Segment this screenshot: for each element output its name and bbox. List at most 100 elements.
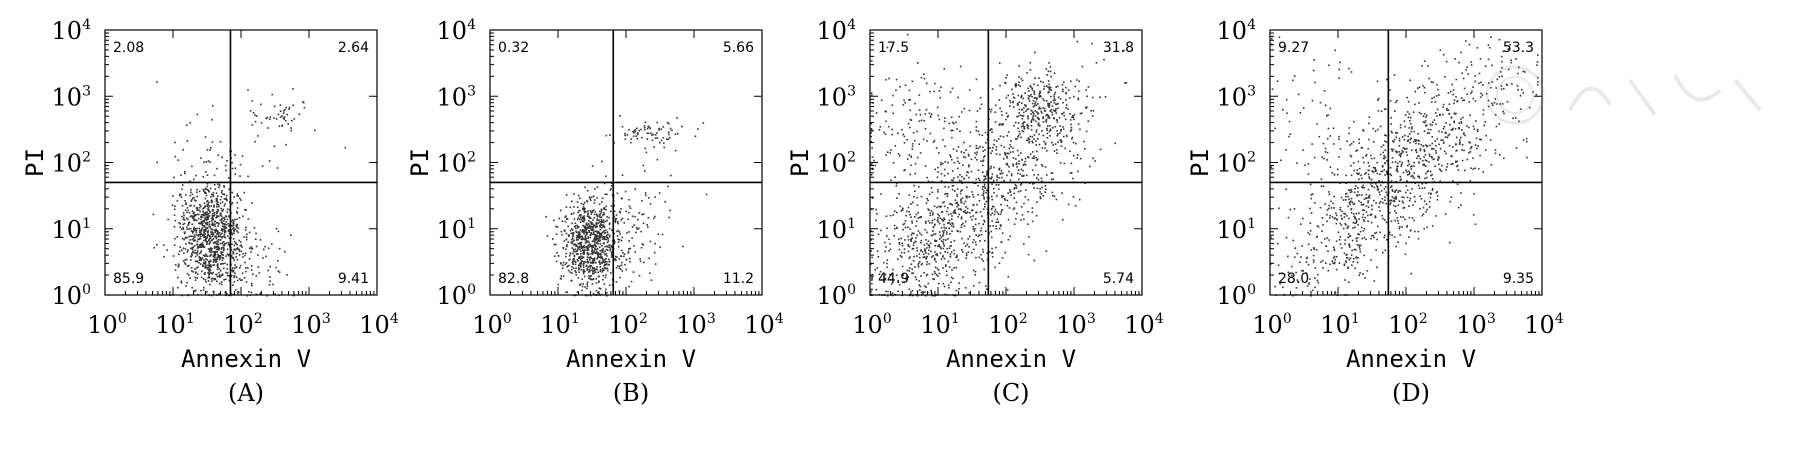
data-point — [895, 274, 898, 276]
data-point — [574, 270, 576, 272]
data-point — [1013, 197, 1015, 199]
data-point — [663, 142, 665, 145]
data-point — [608, 244, 611, 247]
data-point — [239, 175, 241, 177]
data-point — [579, 284, 581, 286]
data-point — [870, 135, 872, 138]
data-point — [1361, 177, 1363, 180]
data-point — [163, 255, 165, 258]
tick-base: 10 — [52, 17, 83, 45]
data-point — [191, 251, 194, 254]
data-point — [945, 264, 947, 266]
data-point — [233, 276, 235, 279]
data-point — [995, 246, 997, 249]
data-point — [1458, 143, 1461, 146]
tick-exponent: 1 — [847, 216, 856, 232]
data-point — [596, 236, 598, 239]
data-point — [1402, 202, 1405, 204]
data-point — [184, 200, 186, 202]
data-point — [577, 260, 579, 262]
data-point — [967, 195, 969, 198]
data-point — [597, 243, 599, 245]
data-point — [210, 220, 213, 222]
data-point — [963, 225, 966, 227]
data-point — [218, 247, 221, 250]
data-point — [917, 62, 919, 64]
data-point — [912, 260, 915, 262]
data-point — [636, 133, 639, 136]
data-point — [241, 155, 244, 157]
data-point — [562, 275, 565, 277]
data-point — [1469, 151, 1472, 153]
data-point — [969, 145, 971, 147]
tick-base: 10 — [988, 311, 1019, 339]
data-point — [1033, 93, 1036, 96]
data-point — [1046, 74, 1048, 76]
data-point — [1424, 120, 1427, 122]
data-point — [1450, 90, 1452, 93]
data-point — [552, 238, 554, 240]
data-point — [1050, 75, 1052, 78]
x-tick-label: 102 — [608, 311, 647, 339]
tick-base: 10 — [1124, 311, 1155, 339]
data-point — [900, 237, 902, 240]
data-point — [1019, 190, 1022, 192]
data-point — [239, 245, 242, 247]
data-point — [202, 278, 205, 280]
data-point — [601, 271, 604, 273]
data-point — [246, 294, 249, 297]
data-point — [1401, 226, 1403, 228]
tick-base: 10 — [223, 311, 254, 339]
data-point — [239, 267, 241, 269]
data-point — [1410, 130, 1413, 133]
data-point — [1008, 170, 1010, 173]
data-point — [939, 252, 942, 254]
data-point — [1425, 172, 1427, 175]
data-point — [583, 232, 585, 235]
data-point — [601, 262, 603, 265]
data-point — [996, 174, 998, 177]
data-point — [1413, 219, 1415, 222]
data-point — [1448, 144, 1451, 147]
data-point — [250, 291, 253, 294]
data-point — [1320, 185, 1323, 187]
data-point — [174, 205, 176, 208]
data-point — [1055, 112, 1057, 114]
data-point — [578, 243, 581, 245]
data-point — [601, 232, 604, 234]
data-point — [204, 233, 206, 235]
data-point — [583, 210, 586, 212]
data-point — [225, 197, 227, 200]
data-point — [669, 127, 672, 130]
data-point — [1427, 192, 1430, 195]
data-point — [596, 248, 599, 250]
axis-ticks — [104, 29, 378, 296]
data-point — [1424, 159, 1427, 161]
data-point — [277, 167, 279, 169]
data-point — [952, 170, 954, 172]
data-point — [239, 163, 242, 166]
data-point — [570, 213, 573, 215]
data-point — [1030, 113, 1033, 115]
data-point — [578, 215, 581, 217]
data-point — [568, 255, 571, 257]
data-point — [945, 192, 947, 195]
data-point — [619, 115, 621, 117]
data-point — [975, 147, 978, 150]
data-point — [1430, 81, 1433, 83]
data-point — [234, 154, 236, 156]
data-point — [228, 237, 231, 239]
data-point — [1353, 202, 1356, 205]
data-point — [1366, 270, 1369, 272]
data-point — [1395, 101, 1397, 104]
data-point — [895, 185, 898, 187]
data-point — [1433, 158, 1435, 160]
data-point — [936, 176, 939, 179]
data-point — [186, 236, 189, 239]
data-point — [1434, 112, 1437, 114]
data-point — [604, 267, 607, 270]
data-point — [208, 215, 211, 217]
data-point — [604, 258, 606, 261]
data-point — [1418, 176, 1421, 179]
data-point — [1420, 143, 1423, 146]
